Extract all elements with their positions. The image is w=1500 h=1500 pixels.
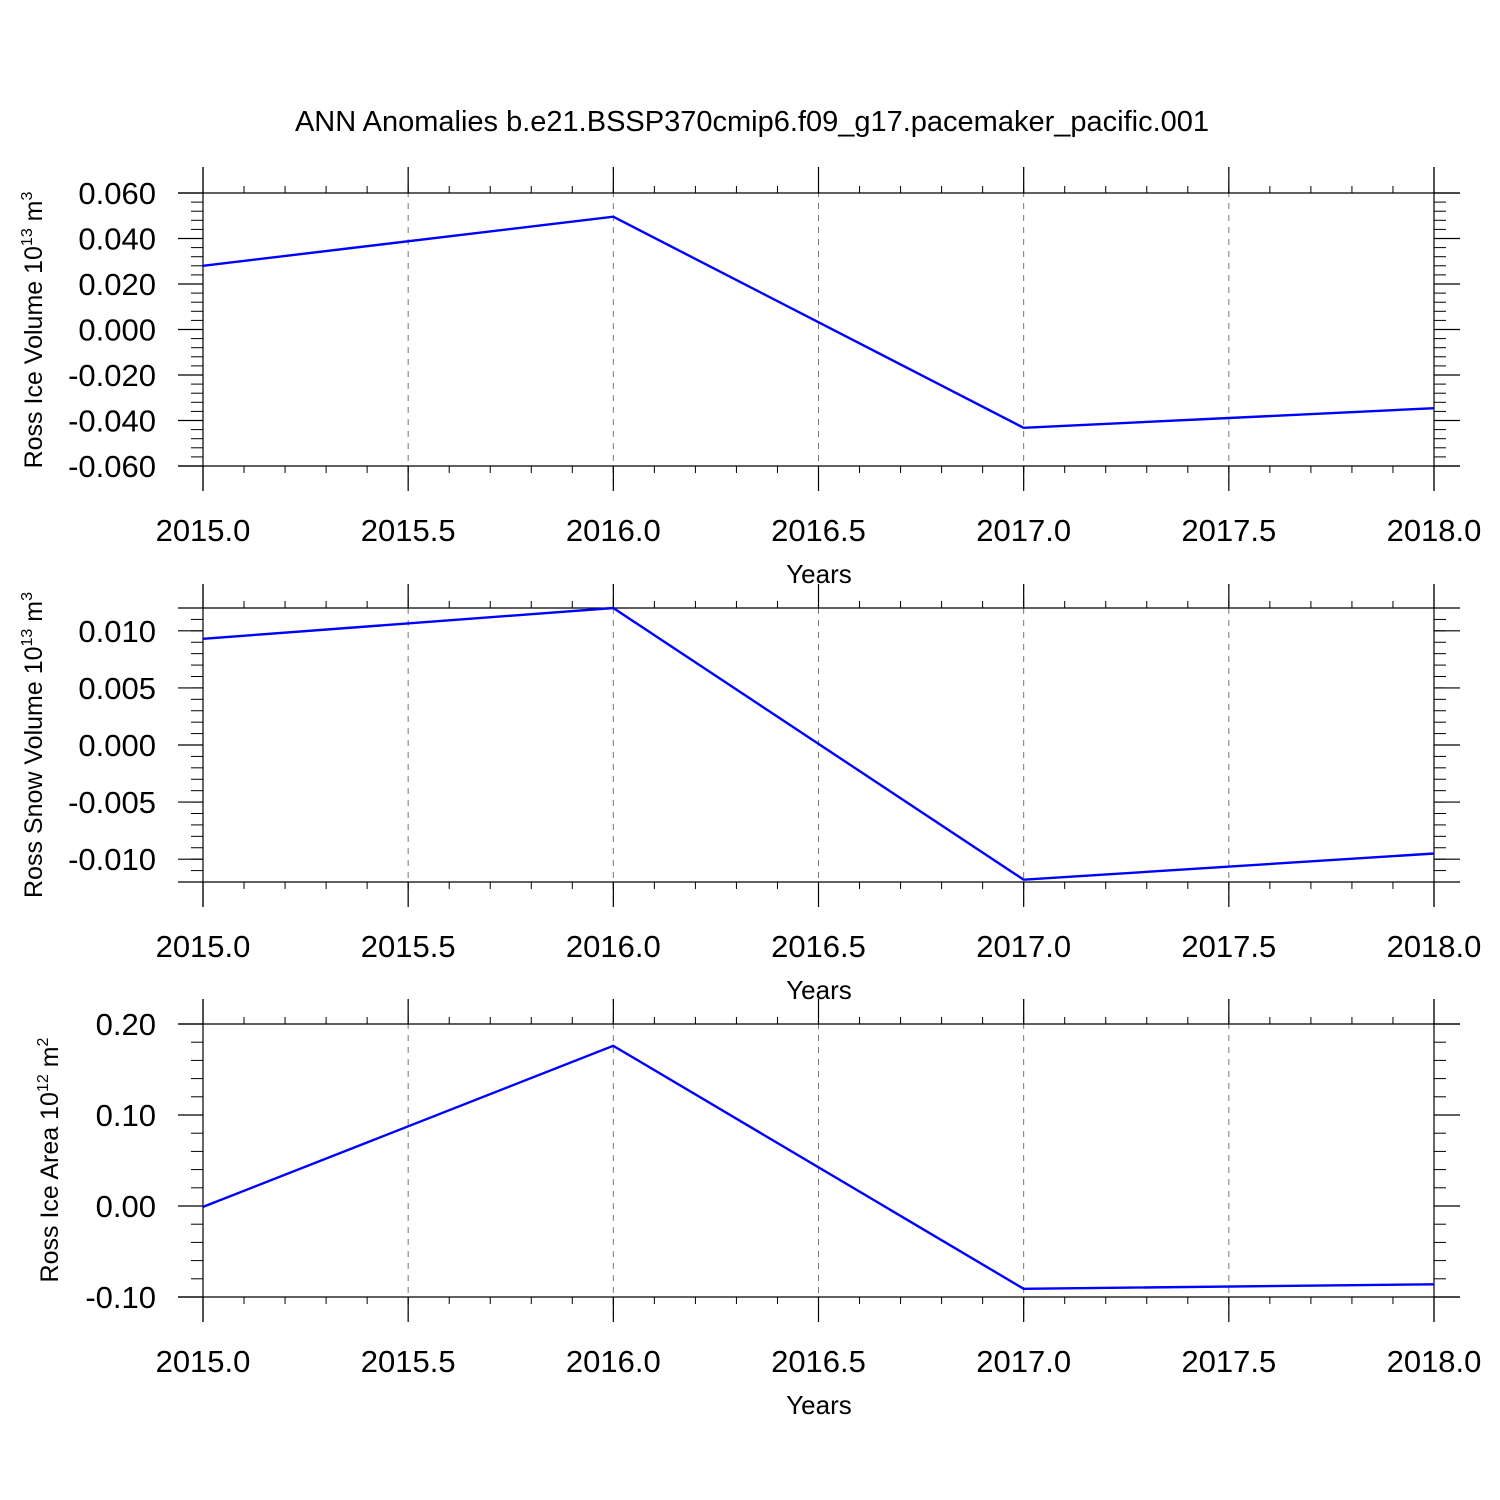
- y-axis-label: Ross Ice Area 1012 m2: [35, 1037, 64, 1282]
- y-tick-label: 0.060: [78, 176, 156, 211]
- series-line: [202, 606, 1435, 881]
- y-tick-label: -0.020: [68, 358, 156, 393]
- x-tick-label: 2015.0: [156, 513, 251, 548]
- y-tick-label: 0.10: [96, 1098, 156, 1133]
- series-line: [202, 1044, 1435, 1291]
- x-tick-label: 2015.5: [361, 1344, 456, 1379]
- x-tick-label: 2016.0: [566, 1344, 661, 1379]
- y-tick-label: 0.010: [78, 614, 156, 649]
- series-line: [202, 215, 1435, 430]
- x-tick-label: 2015.0: [156, 1344, 251, 1379]
- x-tick-label: 2017.5: [1181, 1344, 1276, 1379]
- x-tick-label: 2016.0: [566, 929, 661, 964]
- x-tick-label: 2017.0: [976, 513, 1071, 548]
- x-tick-label: 2018.0: [1387, 1344, 1482, 1379]
- figure-title: ANN Anomalies b.e21.BSSP370cmip6.f09_g17…: [295, 106, 1209, 138]
- x-tick-label: 2018.0: [1387, 513, 1482, 548]
- y-tick-label: 0.020: [78, 267, 156, 302]
- x-tick-label: 2015.5: [361, 513, 456, 548]
- x-tick-label: 2015.0: [156, 929, 251, 964]
- x-tick-label: 2016.0: [566, 513, 661, 548]
- y-tick-label: -0.10: [85, 1280, 156, 1315]
- panels: 2015.0 2015.5 2016.0 2016.5 2017.0 2017.5 2018…: [19, 167, 1481, 1420]
- x-tick-label: 2017.0: [976, 929, 1071, 964]
- y-tick-label: -0.060: [68, 449, 156, 484]
- y-tick-label: 0.040: [78, 222, 156, 257]
- y-tick-label: -0.040: [68, 404, 156, 439]
- x-tick-label: 2018.0: [1387, 929, 1482, 964]
- x-tick-label: 2016.5: [771, 513, 866, 548]
- panel-3: 2015.0 2015.5 2016.0 2016.5 2017.0 2017.5 2018…: [35, 999, 1481, 1420]
- x-tick-label: 2017.5: [1181, 929, 1276, 964]
- x-tick-label: 2015.5: [361, 929, 456, 964]
- y-tick-label: 0.005: [78, 671, 156, 706]
- y-axis-label: Ross Snow Volume 1013 m3: [19, 592, 48, 898]
- x-tick-label: 2017.0: [976, 1344, 1071, 1379]
- y-tick-label: 0.00: [96, 1189, 156, 1224]
- panel-2: 2015.0 2015.5 2016.0 2016.5 2017.0 2017.5 2018…: [19, 584, 1481, 1005]
- y-axis-label: Ross Ice Volume 1013 m3: [19, 191, 48, 468]
- x-tick-label: 2016.5: [771, 1344, 866, 1379]
- y-tick-label: -0.010: [68, 842, 156, 877]
- x-axis-label: Years: [786, 1390, 852, 1420]
- y-tick-label: 0.20: [96, 1007, 156, 1042]
- x-tick-label: 2017.5: [1181, 513, 1276, 548]
- y-tick-label: 0.000: [78, 728, 156, 763]
- panel-1: 2015.0 2015.5 2016.0 2016.5 2017.0 2017.5 2018…: [19, 167, 1481, 589]
- y-tick-label: 0.000: [78, 313, 156, 348]
- x-tick-label: 2016.5: [771, 929, 866, 964]
- y-tick-label: -0.005: [68, 785, 156, 820]
